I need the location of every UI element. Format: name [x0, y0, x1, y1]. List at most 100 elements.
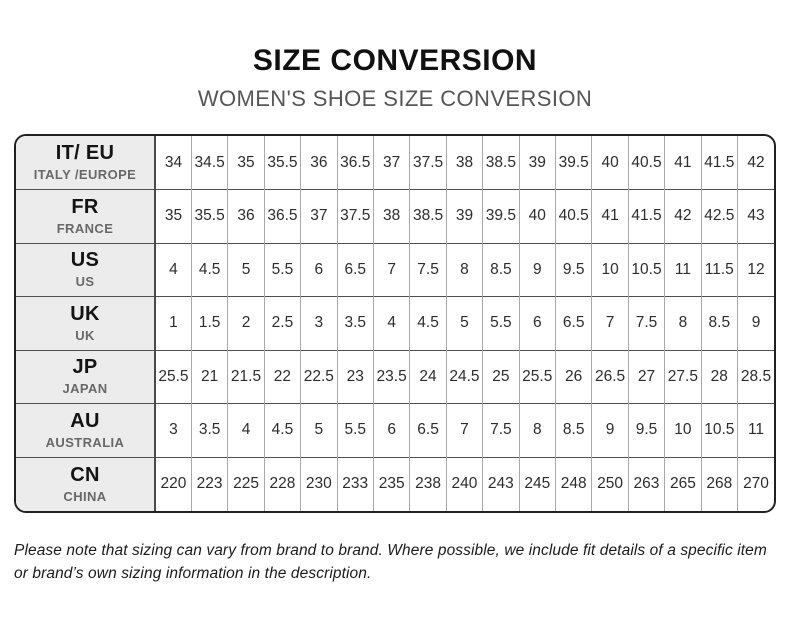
size-cell: 42.5: [700, 189, 738, 244]
row-region: FRANCE: [56, 220, 114, 236]
size-cell: 24: [409, 349, 447, 404]
size-cell: 268: [700, 456, 738, 511]
size-cell: 42: [737, 136, 774, 190]
size-cell: 1.5: [190, 296, 228, 351]
size-cell: 41: [591, 189, 629, 244]
size-conversion-table-wrap: IT/ EU ITALY /EUROPE 34 34.5 35 35.5 36 36.5 37 3…: [14, 134, 776, 513]
size-cell: 40.5: [627, 136, 665, 190]
size-cell: 22.5: [300, 349, 338, 404]
size-cell: 27.5: [664, 349, 702, 404]
size-cell: 26: [554, 349, 592, 404]
size-cell: 248: [554, 456, 592, 511]
size-cell: 6: [518, 296, 556, 351]
row-region: ITALY /EUROPE: [33, 167, 137, 183]
size-cell: 3.5: [336, 296, 374, 351]
size-cell: 6: [372, 403, 410, 458]
size-cell: 235: [372, 456, 410, 511]
size-cell: 9.5: [627, 403, 665, 458]
size-cell: 36: [300, 136, 338, 190]
size-cell: 223: [190, 456, 228, 511]
row-header: FR FRANCE: [16, 189, 156, 244]
size-cell: 12: [737, 242, 774, 297]
size-cell: 233: [336, 456, 374, 511]
size-cell: 41: [664, 136, 702, 190]
row-code: AU: [70, 409, 100, 432]
size-cell: 38.5: [409, 189, 447, 244]
size-cell: 38: [445, 136, 483, 190]
size-cell: 238: [409, 456, 447, 511]
size-cell: 26.5: [591, 349, 629, 404]
size-cell: 5.5: [336, 403, 374, 458]
size-table-body: IT/ EU ITALY /EUROPE 34 34.5 35 35.5 36 36.5 37 3…: [16, 136, 774, 511]
page-title: SIZE CONVERSION: [252, 44, 538, 77]
size-cell: 40: [518, 189, 556, 244]
size-cell: 3: [155, 403, 192, 458]
size-cell: 265: [664, 456, 702, 511]
size-cell: 41.5: [700, 136, 738, 190]
size-cell: 5: [445, 296, 483, 351]
size-cell: 5.5: [482, 296, 520, 351]
size-cell: 25: [482, 349, 520, 404]
size-cell: 21.5: [227, 349, 265, 404]
size-cell: 9: [737, 296, 774, 351]
table-row: IT/ EU ITALY /EUROPE 34 34.5 35 35.5 36 36.5 37 3…: [16, 136, 774, 190]
table-row: AU AUSTRALIA 3 3.5 4 4.5 5 5.5 6 6.5 7 7.5 8 8.5 9 9.5 1…: [16, 403, 774, 458]
size-cell: 250: [591, 456, 629, 511]
size-cell: 2: [227, 296, 265, 351]
size-cell: 5: [227, 242, 265, 297]
size-cell: 263: [627, 456, 665, 511]
size-cell: 40: [591, 136, 629, 190]
size-cell: 9: [518, 242, 556, 297]
size-cell: 4: [372, 296, 410, 351]
size-cell: 1: [155, 296, 192, 351]
size-cell: 4.5: [190, 242, 228, 297]
size-cell: 6.5: [409, 403, 447, 458]
table-row: JP JAPAN 25.5 21 21.5 22 22.5 23 23.5 24 24.5 25 25.…: [16, 349, 774, 404]
size-cell: 22: [263, 349, 301, 404]
size-cell: 8: [518, 403, 556, 458]
row-region: AUSTRALIA: [45, 434, 125, 450]
size-cell: 21: [190, 349, 228, 404]
size-cell: 43: [737, 189, 774, 244]
size-cell: 10: [591, 242, 629, 297]
size-cell: 41.5: [627, 189, 665, 244]
size-cell: 220: [155, 456, 192, 511]
size-cell: 36: [227, 189, 265, 244]
row-code: IT/ EU: [55, 142, 115, 165]
size-cell: 23: [336, 349, 374, 404]
size-cell: 243: [482, 456, 520, 511]
row-code: JP: [72, 356, 98, 379]
size-cell: 39: [518, 136, 556, 190]
size-cell: 38: [372, 189, 410, 244]
size-cell: 225: [227, 456, 265, 511]
row-header: IT/ EU ITALY /EUROPE: [16, 136, 156, 190]
size-cell: 35.5: [190, 189, 228, 244]
row-header: AU AUSTRALIA: [16, 403, 156, 458]
row-header: UK UK: [16, 296, 156, 351]
size-cell: 8: [664, 296, 702, 351]
size-cell: 34.5: [190, 136, 228, 190]
size-cell: 28.5: [737, 349, 774, 404]
footer-note: Please note that sizing can vary from br…: [14, 541, 767, 582]
size-cell: 25.5: [518, 349, 556, 404]
size-cell: 11: [664, 242, 702, 297]
table-row: CN CHINA 220 223 225 228 230 233 235 238 240 243 245…: [16, 456, 774, 511]
size-conversion-table: IT/ EU ITALY /EUROPE 34 34.5 35 35.5 36 36.5 37 3…: [16, 136, 774, 511]
size-cell: 28: [700, 349, 738, 404]
row-code: UK: [70, 302, 100, 325]
size-cell: 230: [300, 456, 338, 511]
size-cell: 4.5: [263, 403, 301, 458]
size-cell: 37: [300, 189, 338, 244]
row-region: US: [75, 274, 95, 290]
size-cell: 35: [227, 136, 265, 190]
page-subtitle: WOMEN'S SHOE SIZE CONVERSION: [197, 86, 593, 111]
size-cell: 240: [445, 456, 483, 511]
size-cell: 3: [300, 296, 338, 351]
size-cell: 38.5: [482, 136, 520, 190]
size-cell: 3.5: [190, 403, 228, 458]
size-cell: 10.5: [700, 403, 738, 458]
size-cell: 39.5: [554, 136, 592, 190]
size-cell: 40.5: [554, 189, 592, 244]
size-cell: 36.5: [336, 136, 374, 190]
